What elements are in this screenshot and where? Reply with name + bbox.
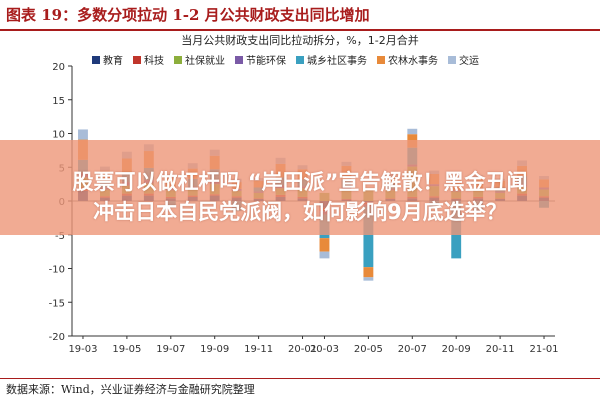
legend-label: 城乡社区事务 [307, 54, 367, 67]
footer-rule [0, 378, 600, 379]
header-rule [0, 29, 600, 31]
legend-swatch [448, 56, 456, 64]
bar-segment [363, 267, 374, 278]
y-tick-label: -20 [49, 332, 65, 343]
y-tick-label: 10 [52, 130, 65, 141]
bar-segment [363, 206, 374, 268]
x-tick-label: 21-01 [529, 344, 558, 355]
x-tick-label: 19-09 [200, 344, 229, 355]
y-tick-label: 15 [52, 96, 65, 107]
figure-title: 图表 19：多数分项拉动 1-2 月公共财政支出同比增加 [6, 6, 370, 24]
legend-swatch [296, 56, 304, 64]
legend-label: 科技 [144, 54, 164, 67]
x-tick-label: 20-05 [354, 344, 383, 355]
bar-segment [319, 251, 330, 259]
legend-swatch [235, 56, 243, 64]
x-tick-label: 20-07 [398, 344, 427, 355]
legend-label: 社保就业 [185, 54, 225, 67]
bar-segment [407, 128, 418, 135]
headline-banner[interactable]: 股票可以做杠杆吗 “岸田派”宣告解散！黑金丑闻 冲击日本自民党派阀，如何影响9月… [0, 140, 600, 235]
legend-label: 交运 [459, 54, 479, 67]
legend-swatch [377, 56, 385, 64]
x-tick-label: 19-05 [112, 344, 141, 355]
chart-title: 当月公共财政支出同比拉动拆分，%，1-2月合并 [181, 33, 418, 47]
x-tick-label: 20-01 [288, 344, 317, 355]
x-tick-label: 19-03 [68, 344, 97, 355]
bar-segment [319, 238, 330, 252]
x-tick-label: 20-11 [486, 344, 515, 355]
bar-segment [78, 129, 88, 140]
y-tick-label: -10 [49, 265, 65, 276]
figure-header: 图表 19：多数分项拉动 1-2 月公共财政支出同比增加 [0, 0, 600, 31]
x-tick-label: 20-09 [442, 344, 471, 355]
x-tick-label: 20-03 [310, 344, 339, 355]
legend-label: 农林水事务 [388, 54, 438, 67]
legend-swatch [133, 56, 141, 64]
x-tick-label: 19-07 [156, 344, 185, 355]
legend-label: 教育 [103, 54, 123, 67]
legend-label: 节能环保 [246, 54, 286, 67]
headline-line-2: 冲击日本自民党派阀，如何影响9月底选举？ [93, 200, 507, 224]
legend-swatch [92, 56, 100, 64]
x-tick-label: 19-11 [244, 344, 273, 355]
bar-segment [363, 277, 374, 281]
headline-line-1: 股票可以做杠杆吗 “岸田派”宣告解散！黑金丑闻 [72, 170, 528, 194]
source-note: 数据来源：Wind，兴业证券经济与金融研究院整理 [6, 383, 255, 396]
legend-swatch [174, 56, 182, 64]
y-tick-label: -5 [55, 231, 65, 242]
y-tick-label: 20 [52, 62, 65, 73]
y-tick-label: -15 [49, 298, 65, 309]
chart-legend: 教育 科技 社保就业 节能环保 城乡社区事务 农林水事务 交运 [92, 54, 479, 67]
